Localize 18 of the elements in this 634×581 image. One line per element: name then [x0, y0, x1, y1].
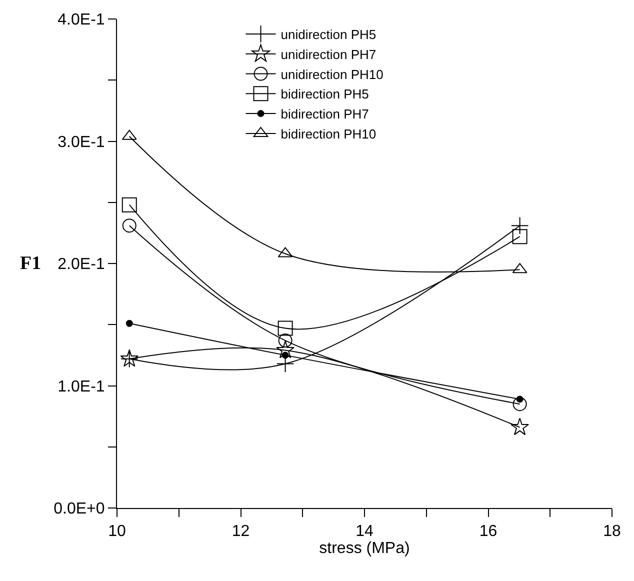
x-tick-label: 14: [356, 523, 374, 540]
x-axis-title: stress (MPa): [319, 540, 410, 558]
x-tick-label: 12: [232, 523, 250, 540]
x-tick-label: 10: [108, 523, 126, 540]
y-tick-label: 0.0E+0: [54, 500, 105, 518]
y-tick-label: 1.0E-1: [58, 378, 105, 396]
y-tick-label: 2.0E-1: [58, 256, 105, 274]
legend-label: unidirection PH7: [280, 46, 376, 62]
y-tick-label: 4.0E-1: [58, 12, 105, 29]
legend-label: unidirection PH5: [280, 27, 376, 42]
y-axis-title: F1: [20, 253, 42, 274]
legend-label: bidirection PH5: [280, 86, 369, 102]
x-tick-label: 18: [603, 523, 621, 540]
legend-label: unidirection PH10: [280, 66, 384, 82]
y-tick-label: 3.0E-1: [58, 134, 105, 151]
legend-label: bidirection PH10: [280, 126, 376, 142]
x-tick-label: 16: [479, 523, 498, 540]
legend-label: bidirection PH7: [280, 106, 369, 122]
